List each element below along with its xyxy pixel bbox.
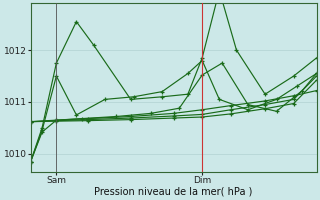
X-axis label: Pression niveau de la mer( hPa ): Pression niveau de la mer( hPa ) xyxy=(94,187,253,197)
